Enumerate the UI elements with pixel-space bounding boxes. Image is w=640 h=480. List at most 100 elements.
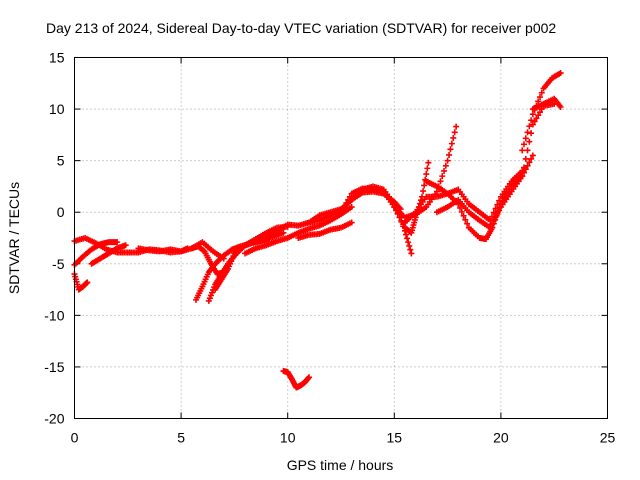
data-point — [448, 140, 455, 147]
data-point — [490, 217, 497, 224]
y-tick-label: -15 — [44, 359, 64, 375]
data-point — [306, 374, 313, 381]
x-tick-label: 10 — [280, 430, 296, 446]
data-point — [557, 104, 564, 111]
data-point — [442, 162, 449, 169]
data-point — [522, 135, 529, 142]
data-point — [346, 193, 353, 200]
x-tick-label: 15 — [387, 430, 403, 446]
data-point — [338, 209, 344, 216]
x-axis-label: GPS time / hours — [287, 457, 394, 473]
data-point — [520, 169, 527, 176]
data-point — [460, 212, 467, 219]
data-point — [494, 210, 501, 217]
data-point — [406, 242, 413, 249]
data-point — [84, 279, 91, 286]
series-pass-b — [71, 239, 121, 268]
data-point — [526, 123, 533, 130]
data-point — [405, 239, 412, 246]
y-tick-label: 0 — [57, 204, 65, 220]
data-point — [464, 220, 471, 227]
data-point — [526, 159, 533, 166]
data-point — [519, 147, 526, 154]
data-point — [522, 155, 529, 162]
data-point — [408, 250, 415, 257]
data-point — [528, 155, 535, 162]
data-point — [487, 224, 494, 231]
data-point — [526, 138, 533, 145]
data-point — [398, 217, 405, 224]
axis-ticks — [74, 57, 608, 419]
data-point — [496, 207, 503, 214]
data-point — [341, 203, 348, 210]
x-tick-label: 20 — [493, 430, 509, 446]
data-point — [396, 214, 403, 221]
data-point — [535, 112, 542, 119]
data-point — [458, 208, 465, 215]
series-pass-q — [423, 152, 536, 243]
data-point — [451, 129, 458, 136]
data-point — [535, 98, 542, 105]
data-point — [446, 151, 453, 158]
y-tick-label: 15 — [49, 50, 65, 66]
data-point — [421, 182, 428, 189]
data-point — [453, 123, 460, 130]
data-point — [447, 146, 454, 153]
data-point — [538, 89, 545, 96]
x-tick-labels: 0 5 10 15 20 25 — [71, 430, 616, 446]
data-point — [557, 69, 564, 76]
y-axis-label: SDTVAR / TECUs — [6, 182, 22, 294]
data-points — [71, 69, 564, 391]
data-point — [114, 239, 121, 246]
y-tick-labels: -20 -15 -10 -5 0 5 10 15 — [44, 50, 64, 427]
data-point — [444, 157, 451, 164]
data-point — [441, 167, 448, 174]
x-tick-label: 0 — [71, 430, 79, 446]
data-point — [457, 204, 464, 211]
x-tick-label: 25 — [600, 430, 616, 446]
data-point — [519, 173, 526, 180]
data-point — [520, 141, 527, 148]
data-point — [529, 152, 536, 159]
series-pass-r — [433, 100, 558, 231]
y-tick-label: -20 — [44, 411, 64, 427]
series-pass-c — [88, 242, 129, 267]
data-point — [407, 246, 414, 253]
data-point — [462, 216, 469, 223]
series-pass-t — [529, 95, 564, 113]
series-pass-l — [295, 219, 355, 241]
data-point — [439, 173, 446, 180]
data-point — [531, 118, 538, 125]
data-point — [489, 221, 496, 228]
data-point — [450, 134, 457, 141]
y-tick-label: -5 — [52, 256, 65, 272]
data-point — [528, 117, 535, 124]
data-point — [533, 115, 540, 122]
data-point — [348, 219, 355, 226]
data-point — [524, 129, 531, 136]
data-point — [433, 188, 440, 195]
data-point — [536, 94, 543, 101]
data-point — [437, 178, 444, 185]
series-pass-d — [71, 271, 91, 293]
data-point — [492, 214, 499, 221]
chart-title: Day 213 of 2024, Sidereal Day-to-day VTE… — [46, 20, 556, 36]
y-tick-label: 10 — [49, 101, 65, 117]
series-pass-u — [280, 368, 313, 391]
data-point — [339, 206, 346, 213]
data-point — [404, 235, 411, 242]
series-pass-n — [338, 159, 432, 236]
data-point — [122, 242, 129, 249]
data-point — [524, 162, 531, 169]
data-point — [403, 231, 410, 238]
data-point — [520, 164, 527, 171]
data-point — [280, 229, 287, 236]
data-point — [529, 111, 536, 118]
data-point — [528, 130, 535, 137]
data-point — [529, 121, 536, 128]
grid — [74, 57, 608, 419]
data-point — [524, 147, 531, 154]
data-point — [424, 165, 431, 172]
y-tick-label: 5 — [57, 153, 65, 169]
